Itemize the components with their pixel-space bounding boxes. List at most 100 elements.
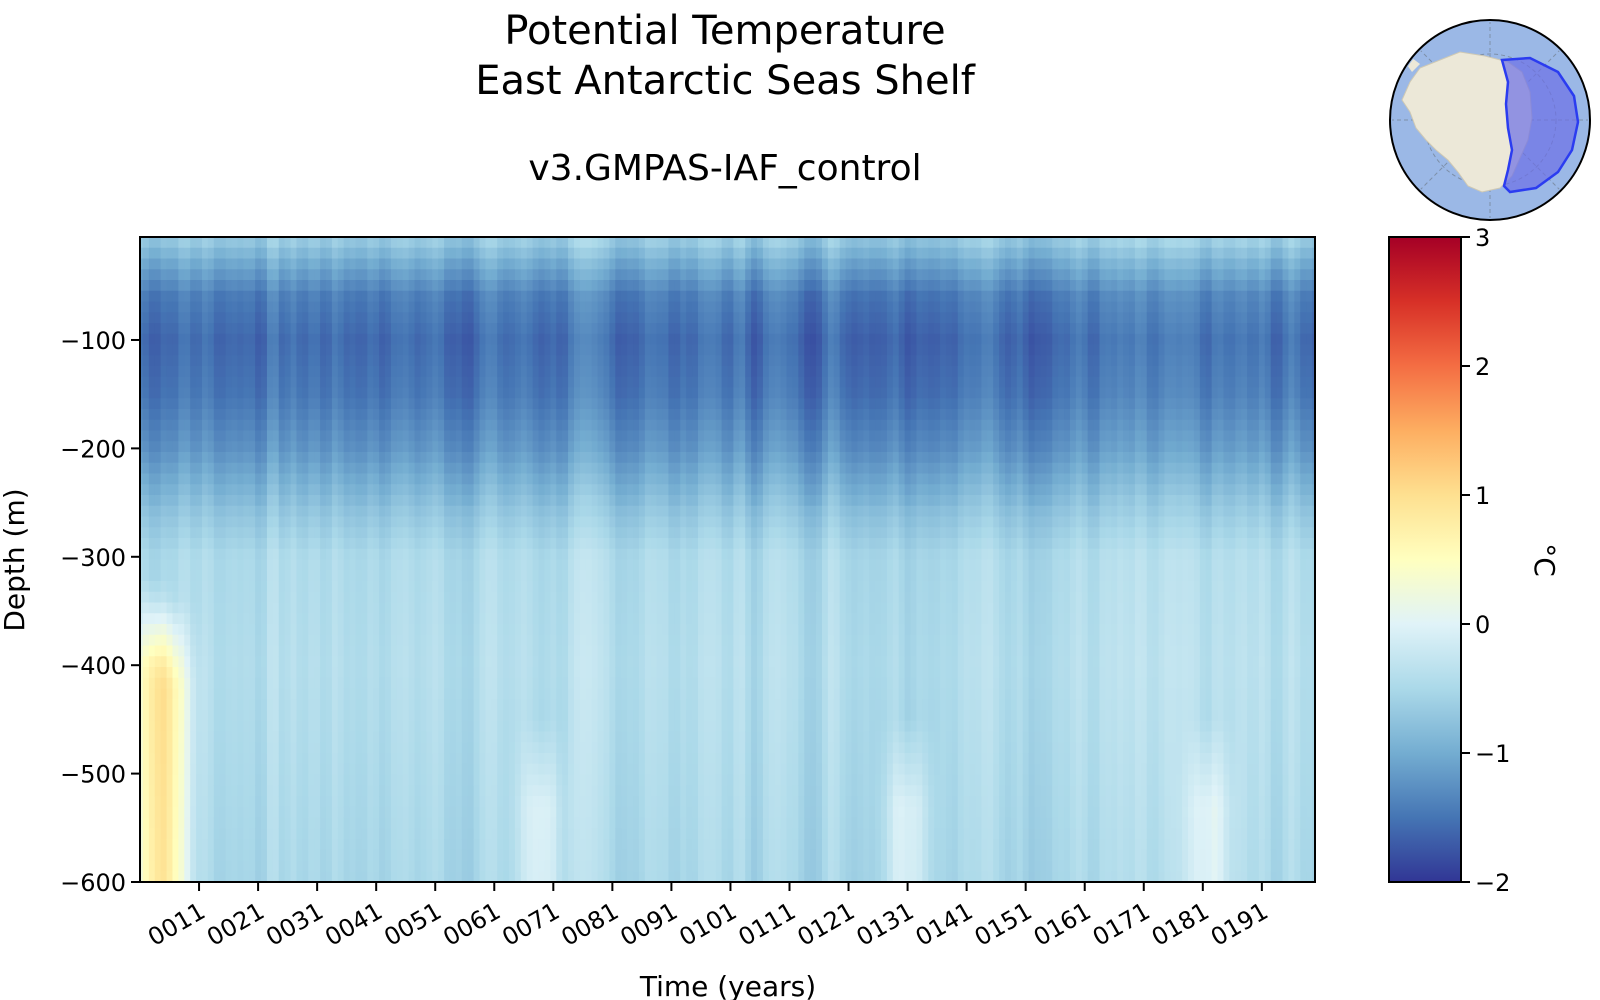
- heatmap-cell: [349, 333, 357, 346]
- heatmap-cell: [526, 452, 534, 464]
- heatmap-cell: [160, 731, 168, 743]
- heatmap-cell: [243, 484, 250, 496]
- heatmap-cell: [249, 677, 256, 690]
- heatmap-cell: [526, 258, 534, 270]
- heatmap-cell: [320, 688, 327, 700]
- heatmap-cell: [261, 237, 268, 249]
- heatmap-cell: [373, 419, 380, 432]
- heatmap-cell: [148, 258, 156, 270]
- heatmap-cell: [414, 796, 422, 808]
- heatmap-cell: [461, 430, 469, 442]
- heatmap-cell: [402, 774, 410, 786]
- heatmap-cell: [308, 527, 315, 539]
- heatmap-cell: [172, 763, 179, 776]
- heatmap-cell: [160, 516, 168, 528]
- heatmap-cell: [609, 247, 616, 260]
- heatmap-cell: [361, 516, 368, 528]
- heatmap-cell: [219, 505, 227, 518]
- heatmap-cell: [573, 505, 581, 518]
- heatmap-cell: [140, 806, 144, 819]
- heatmap-cell: [621, 806, 628, 819]
- heatmap-cell: [573, 419, 581, 432]
- heatmap-cell: [296, 398, 303, 410]
- heatmap-cell: [402, 355, 410, 367]
- heatmap-cell: [343, 581, 351, 593]
- heatmap-cell: [296, 355, 303, 367]
- heatmap-cell: [373, 409, 380, 421]
- heatmap-cell: [597, 688, 605, 700]
- heatmap-cell: [544, 624, 551, 636]
- heatmap-cell: [503, 763, 510, 776]
- heatmap-cell: [325, 849, 333, 862]
- heatmap-cell: [497, 473, 504, 485]
- heatmap-cell: [142, 495, 150, 507]
- heatmap-cell: [343, 591, 351, 604]
- heatmap-cell: [556, 710, 563, 722]
- heatmap-cell: [514, 763, 522, 776]
- heatmap-cell: [485, 247, 492, 260]
- heatmap-cell: [373, 237, 380, 249]
- heatmap-cell: [349, 860, 357, 872]
- heatmap-cell: [556, 301, 563, 313]
- heatmap-cell: [473, 688, 481, 700]
- heatmap-cell: [196, 667, 203, 679]
- heatmap-cell: [196, 323, 203, 335]
- heatmap-cell: [337, 430, 345, 442]
- heatmap-cell: [414, 258, 422, 270]
- heatmap-cell: [154, 796, 162, 808]
- heatmap-cell: [331, 527, 339, 539]
- heatmap-cell: [438, 796, 445, 808]
- heatmap-cell: [320, 753, 327, 765]
- heatmap-cell: [231, 505, 239, 518]
- heatmap-cell: [140, 387, 144, 399]
- heatmap-cell: [290, 763, 298, 776]
- heatmap-cell: [349, 634, 357, 647]
- heatmap-cell: [361, 860, 368, 872]
- heatmap-cell: [331, 581, 339, 593]
- heatmap-cell: [597, 774, 605, 786]
- heatmap-cell: [219, 849, 227, 862]
- heatmap-cell: [249, 710, 256, 722]
- heatmap-cell: [290, 452, 298, 464]
- heatmap-cell: [621, 452, 628, 464]
- heatmap-cell: [532, 710, 540, 722]
- heatmap-cell: [573, 677, 581, 690]
- heatmap-cell: [202, 376, 209, 389]
- heatmap-cell: [455, 484, 463, 496]
- heatmap-cell: [178, 409, 185, 421]
- heatmap-cell: [390, 247, 398, 260]
- heatmap-cell: [355, 624, 363, 636]
- heatmap-cell: [591, 828, 599, 840]
- heatmap-cell: [219, 355, 227, 367]
- heatmap-cell: [140, 559, 144, 571]
- heatmap-cell: [526, 613, 534, 625]
- heatmap-cell: [455, 247, 463, 260]
- heatmap-cell: [385, 645, 392, 657]
- heatmap-cell: [562, 742, 569, 754]
- heatmap-cell: [479, 677, 487, 690]
- heatmap-cell: [349, 796, 357, 808]
- heatmap-cell: [473, 538, 481, 550]
- heatmap-cell: [461, 441, 469, 453]
- heatmap-cell: [325, 495, 333, 507]
- heatmap-cell: [485, 645, 492, 657]
- heatmap-cell: [402, 269, 410, 281]
- heatmap-cell: [261, 720, 268, 733]
- heatmap-cell: [503, 505, 510, 518]
- heatmap-cell: [337, 258, 345, 270]
- heatmap-cell: [526, 505, 534, 518]
- heatmap-cell: [497, 398, 504, 410]
- heatmap-cell: [272, 484, 280, 496]
- heatmap-cell: [355, 634, 363, 647]
- heatmap-cell: [509, 581, 516, 593]
- heatmap-cell: [485, 258, 492, 270]
- heatmap-cell: [520, 559, 528, 571]
- heatmap-cell: [449, 538, 457, 550]
- heatmap-cell: [573, 806, 581, 819]
- heatmap-cell: [314, 462, 321, 475]
- heatmap-cell: [308, 409, 315, 421]
- heatmap-cell: [160, 849, 168, 862]
- heatmap-cell: [562, 258, 569, 270]
- heatmap-cell: [573, 441, 581, 453]
- heatmap-cell: [278, 860, 286, 872]
